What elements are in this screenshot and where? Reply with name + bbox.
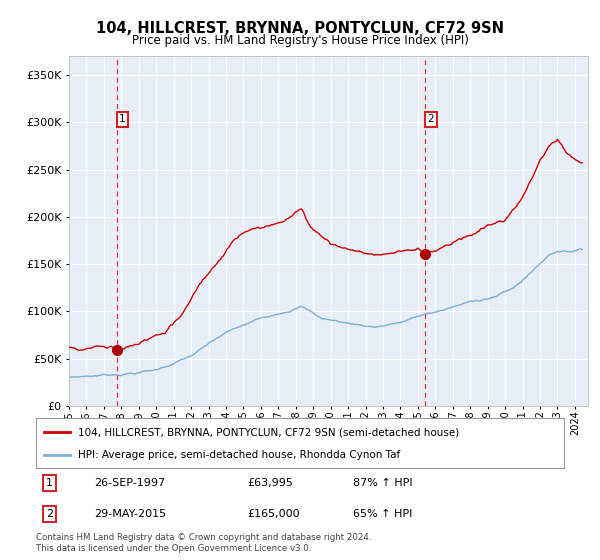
Text: 2: 2 <box>46 509 53 519</box>
Text: 104, HILLCREST, BRYNNA, PONTYCLUN, CF72 9SN (semi-detached house): 104, HILLCREST, BRYNNA, PONTYCLUN, CF72 … <box>78 427 460 437</box>
Text: 1: 1 <box>46 478 53 488</box>
Text: 104, HILLCREST, BRYNNA, PONTYCLUN, CF72 9SN: 104, HILLCREST, BRYNNA, PONTYCLUN, CF72 … <box>96 21 504 36</box>
Text: 29-MAY-2015: 29-MAY-2015 <box>94 509 166 519</box>
Text: £165,000: £165,000 <box>247 509 300 519</box>
Text: 1: 1 <box>119 114 126 124</box>
Text: 2: 2 <box>428 114 434 124</box>
Text: £63,995: £63,995 <box>247 478 293 488</box>
Text: Price paid vs. HM Land Registry's House Price Index (HPI): Price paid vs. HM Land Registry's House … <box>131 34 469 46</box>
Text: 87% ↑ HPI: 87% ↑ HPI <box>353 478 412 488</box>
Text: HPI: Average price, semi-detached house, Rhondda Cynon Taf: HPI: Average price, semi-detached house,… <box>78 450 400 460</box>
Text: 65% ↑ HPI: 65% ↑ HPI <box>353 509 412 519</box>
Text: Contains HM Land Registry data © Crown copyright and database right 2024.
This d: Contains HM Land Registry data © Crown c… <box>36 533 371 553</box>
Text: 26-SEP-1997: 26-SEP-1997 <box>94 478 165 488</box>
